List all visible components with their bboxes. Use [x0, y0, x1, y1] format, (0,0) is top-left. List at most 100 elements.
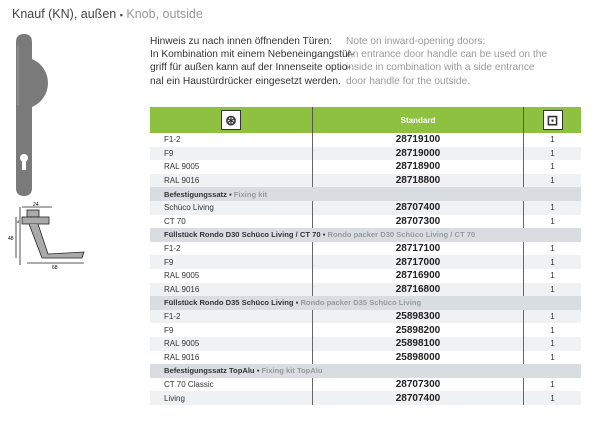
article-number-cell: 28707400 [312, 200, 524, 215]
table-row: CT 70 Classic 28707300 1 [150, 377, 581, 392]
note-line: Hinweis zu nach innen öffnenden Türen: [150, 36, 332, 47]
group-row: Füllstück Rondo D35 Schüco Living ▪ Rond… [150, 296, 581, 310]
group-label-en: Fixing kit TopAlu [261, 366, 323, 376]
table-row: F9 25898200 1 [150, 323, 581, 337]
table-row: F1-2 25898300 1 [150, 309, 581, 324]
table-row: RAL 9005 25898100 1 [150, 336, 581, 351]
table-row: Schüco Living 28707400 1 [150, 200, 581, 215]
color-cell: F1-2 [164, 244, 181, 254]
table-row: Living 28707400 1 [150, 391, 581, 405]
color-cell: F9 [150, 146, 313, 161]
table-row: RAL 9005 28718900 1 [150, 160, 581, 174]
color-cell: F1-2 [164, 135, 181, 145]
table-row: F9 28717000 1 [150, 255, 581, 269]
quantity-cell: 1 [523, 255, 581, 269]
knob-plate-image: 24 8 48 68 [8, 34, 85, 270]
table-row: RAL 9016 25898000 1 [150, 350, 581, 365]
group-label-de: Befestigungssatz [164, 189, 227, 199]
group-label-en: Fixing kit [233, 189, 268, 199]
article-number-cell: 25898300 [312, 309, 524, 324]
note-line: inside in combination with a side entran… [346, 62, 535, 74]
article-table: ⊛ Standard ⊡ F1-2 28719100 1 F9 28719000 1 RAL… [150, 107, 581, 405]
note-english: Note on inward-opening doors: An entranc… [346, 35, 547, 88]
table-row: RAL 9005 28716900 1 [150, 268, 581, 283]
note-line: door handle for the outside. [346, 75, 471, 87]
quantity-cell: 1 [523, 173, 581, 188]
article-number-cell: 25898100 [312, 336, 524, 351]
dim-label: 48 [8, 236, 14, 242]
group-row: Füllstück Rondo D30 Schüco Living / CT 7… [150, 228, 581, 242]
color-cell: RAL 9005 [150, 336, 313, 351]
quantity-cell: 1 [550, 379, 555, 389]
group-label-en: Rondo packer D30 Schüco Living / CT 70 [327, 230, 476, 240]
note-line: griff für außen kann auf der Innenseite … [150, 62, 351, 74]
quantity-cell: 1 [550, 325, 555, 335]
note-line: Note on inward-opening doors: [346, 36, 486, 47]
group-row: Befestigungssatz ▪ Fixing kit [150, 187, 581, 201]
article-number-cell: 28719000 [312, 146, 524, 161]
article-number-cell: 28717100 [312, 241, 524, 256]
article-number-cell: 28707300 [312, 377, 524, 392]
note-line: nal ein Haustürdrücker eingesetzt werden… [150, 75, 341, 87]
dim-label: 68 [52, 265, 58, 270]
table-row: F1-2 28717100 1 [150, 241, 581, 256]
article-number-cell: 28718800 [312, 173, 524, 188]
standard-header: Standard [312, 107, 524, 133]
group-label: Füllstück Rondo D30 Schüco Living / CT 7… [150, 228, 581, 242]
article-number-cell: 28716900 [312, 268, 524, 283]
group-label-en: Rondo packer D35 Schüco Living [300, 298, 422, 308]
quantity-cell: 1 [550, 216, 555, 226]
table-row: F1-2 28719100 1 [150, 133, 581, 147]
color-cell: F9 [150, 255, 313, 269]
table-row: CT 70 28707300 1 [150, 214, 581, 229]
quantity-header: ⊡ [523, 107, 581, 133]
group-label: Befestigungssatz TopAlu ▪ Fixing kit Top… [150, 364, 581, 378]
color-cell: F1-2 [150, 309, 313, 324]
package-box-icon: ⊡ [542, 110, 563, 130]
quantity-cell: 1 [523, 282, 581, 297]
quantity-cell: 1 [523, 391, 581, 405]
color-cell: CT 70 Classic [164, 379, 214, 389]
group-label-de: Befestigungssatz TopAlu [164, 366, 255, 376]
color-cell: RAL 9016 [150, 282, 313, 297]
color-cell: RAL 9005 [164, 271, 200, 281]
quantity-cell: 1 [550, 135, 555, 145]
table-row: RAL 9016 28716800 1 [150, 282, 581, 297]
color-wheel-icon: ⊛ [221, 110, 241, 130]
quantity-cell: 1 [523, 309, 581, 324]
quantity-cell: 1 [523, 146, 581, 161]
quantity-cell: 1 [550, 162, 555, 172]
color-cell: RAL 9016 [164, 352, 200, 362]
note-line: In Kombination mit einem Nebeneingangstü… [150, 49, 355, 61]
article-number-cell: 28707400 [312, 391, 524, 405]
quantity-cell: 1 [550, 352, 555, 362]
page-title: Knauf (KN), außen ▪ Knob, outside [12, 7, 203, 21]
title-en: Knob, outside [126, 7, 203, 21]
group-label-de: Füllstück Rondo D35 Schüco Living [164, 298, 294, 308]
quantity-cell: 1 [523, 200, 581, 215]
color-cell: Schüco Living [150, 200, 313, 215]
dim-label: 8 [17, 219, 20, 224]
note-line: An entrance door handle can be used on t… [346, 49, 548, 61]
group-label: Befestigungssatz ▪ Fixing kit [150, 187, 581, 201]
table-row: F9 28719000 1 [150, 146, 581, 161]
group-row: Befestigungssatz TopAlu ▪ Fixing kit Top… [150, 364, 581, 378]
article-number-cell: 28718900 [312, 160, 524, 174]
color-header: ⊛ [150, 107, 313, 133]
title-de: Knauf (KN), außen [12, 7, 117, 21]
color-cell: F9 [164, 325, 174, 335]
table-row: RAL 9016 28718800 1 [150, 173, 581, 188]
article-number-cell: 28717000 [312, 255, 524, 269]
article-number-cell: 28719100 [312, 133, 524, 147]
group-label-de: Füllstück Rondo D30 Schüco Living / CT 7… [164, 230, 321, 240]
article-number-cell: 28707300 [312, 214, 524, 229]
dim-label: 24 [33, 202, 39, 208]
article-number-cell: 25898000 [312, 350, 524, 365]
note-german: Hinweis zu nach innen öffnenden Türen: I… [150, 35, 354, 88]
quantity-cell: 1 [550, 244, 555, 254]
color-cell: RAL 9005 [164, 162, 200, 172]
title-separator: ▪ [119, 10, 123, 20]
color-cell: Living [150, 391, 313, 405]
group-label: Füllstück Rondo D35 Schüco Living ▪ Rond… [150, 296, 581, 310]
color-cell: CT 70 [164, 216, 186, 226]
